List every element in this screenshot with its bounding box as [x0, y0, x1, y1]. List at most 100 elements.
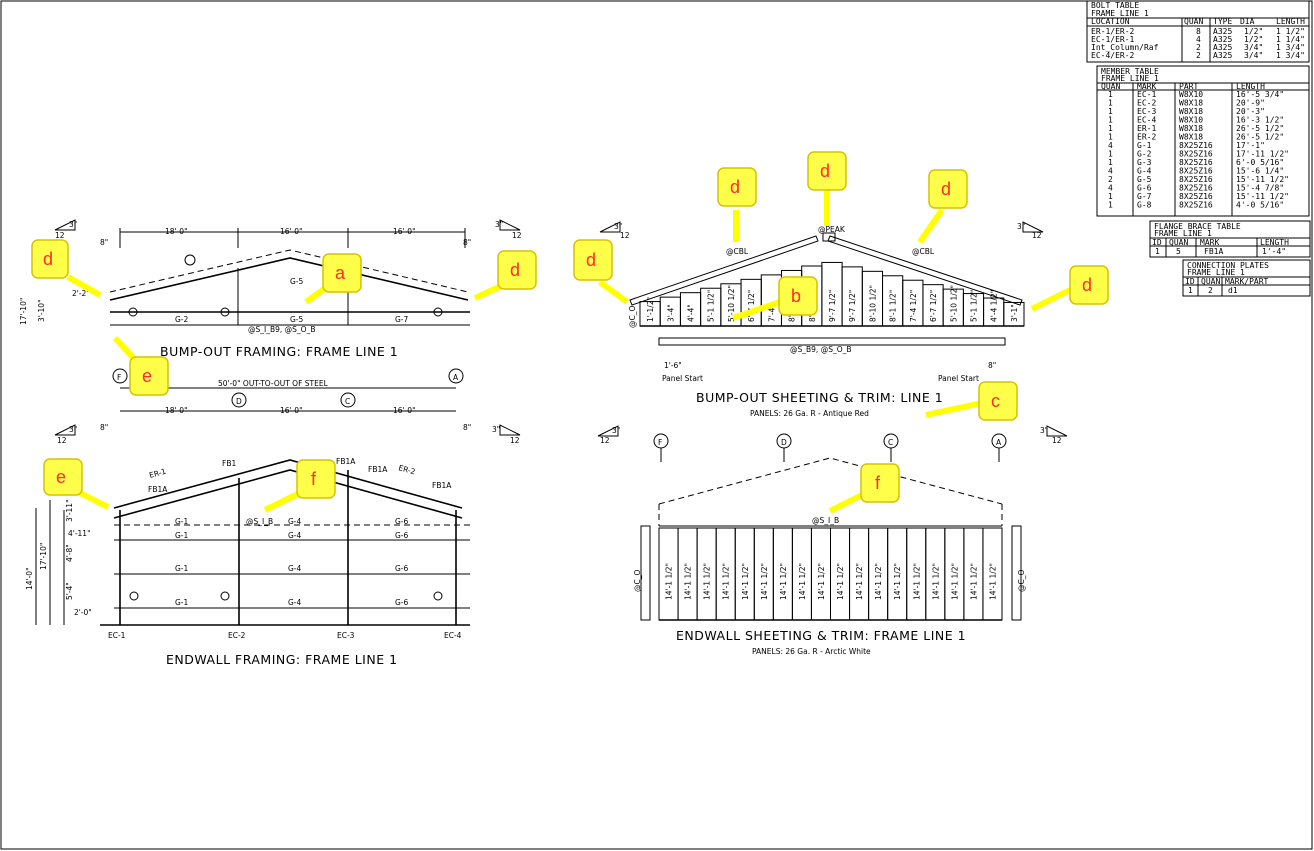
sheeting-panels: 14'-1 1/2" 14'-1 1/2" 14'-1 1/2" 14'-1 1/2"…	[658, 527, 1003, 621]
callout-label: a	[335, 263, 346, 283]
pitch-run: 12	[55, 231, 65, 240]
plates-table-title: CONNECTION PLATES	[1187, 261, 1269, 270]
member-table-subtitle: FRAME LINE 1	[1101, 74, 1159, 83]
member-cell: EC-2	[1137, 99, 1156, 108]
trim-label: @CBL	[726, 247, 749, 256]
callout-label: f	[311, 469, 317, 489]
trim-label: @CBL	[912, 247, 935, 256]
callout-b: b	[778, 276, 818, 316]
pitch-run-right: 12	[512, 231, 522, 240]
panel-length-label: 14'-1 1/2"	[969, 563, 978, 600]
flange-brace-table: FLANGE BRACE TABLE FRAME LINE 1 ID QUAN …	[1149, 220, 1311, 258]
member-cell: 15'-4 7/8"	[1236, 184, 1284, 193]
panel-length-label: 14'-1 1/2"	[722, 563, 731, 600]
member-cell: 1	[1108, 90, 1113, 99]
girt-label: G-4	[288, 531, 302, 540]
drawing-title: ENDWALL SHEETING & TRIM: FRAME LINE 1	[676, 628, 966, 643]
member-cell: 8X25Z16	[1179, 192, 1213, 201]
member-cell: W8X18	[1179, 124, 1203, 133]
vertical-dim: 17'-10"	[39, 543, 48, 570]
panel-length-label: 9'-7 1/2"	[828, 290, 837, 322]
callout-label: d	[1082, 275, 1092, 295]
member-cell: 1	[1108, 116, 1113, 125]
pitch-rise: 3"	[69, 425, 77, 434]
panel-length-label: 7'-4 1/2"	[909, 290, 918, 322]
panel-length-label: 5'-10 1/2"	[727, 285, 736, 322]
grid-label: F	[117, 373, 121, 382]
callout-f: f	[860, 463, 900, 503]
panel-length-label: 7'-4"	[767, 304, 776, 322]
panel-length-label: 14'-1 1/2"	[741, 563, 750, 600]
girt-label: G-1	[175, 564, 189, 573]
callout-d: d	[807, 151, 847, 191]
rake-trim-right	[827, 235, 1023, 306]
bolt-cell: 1 1/2"	[1276, 27, 1305, 36]
member-cell: G-7	[1137, 192, 1152, 201]
member-cell: 8X25Z16	[1179, 150, 1213, 159]
member-cell: 8X25Z16	[1179, 167, 1213, 176]
girt-label: G-1	[175, 531, 189, 540]
callout-label: d	[730, 177, 740, 197]
member-cell: 4	[1108, 167, 1113, 176]
gable-outline	[658, 457, 1003, 505]
pitch-symbol-left	[54, 219, 76, 231]
connection-plates-table: CONNECTION PLATES FRAME LINE 1 ID QUAN M…	[1182, 259, 1311, 297]
member-cell: 17'-11 1/2"	[1236, 150, 1289, 159]
bolt-cell: A325	[1213, 27, 1232, 36]
grid-label: A	[453, 373, 459, 382]
callout-label: d	[941, 179, 951, 199]
member-cell: EC-3	[1137, 107, 1156, 116]
panel-length-label: 4'-4"	[687, 304, 696, 322]
flange-col-mark: MARK	[1200, 238, 1219, 247]
plates-col-mark: MARK/PART	[1225, 277, 1269, 286]
bolt-cell: A325	[1213, 35, 1232, 44]
callout-label: e	[56, 467, 66, 487]
girt-label: G-6	[395, 598, 409, 607]
flange-cell: 5	[1176, 247, 1181, 256]
vertical-dim: 3'-10"	[37, 299, 46, 322]
panel-spec: PANELS: 26 Ga. R - Arctic White	[752, 647, 871, 656]
brace-mark: FB1A	[368, 465, 388, 474]
member-cell: 26'-5 1/2"	[1236, 124, 1284, 133]
grid-bubble	[231, 392, 247, 408]
girt-label: G-5	[290, 277, 304, 286]
callout-d: d	[497, 250, 537, 290]
panel-length-label: 5'-1 1/2"	[707, 290, 716, 322]
rake-trim-left	[629, 235, 819, 306]
bolt-cell: 1 3/4"	[1276, 43, 1305, 52]
callout-a: a	[322, 253, 362, 293]
pitch-run: 12	[600, 436, 610, 445]
bumpout-framing-drawing: 3" 12 3" 12 18'-0" 16'-0" 16'-0" 8" 8" G…	[19, 219, 522, 359]
grid-label: A	[996, 438, 1002, 447]
member-cell: G-1	[1137, 141, 1152, 150]
pitch-rise-right: 3"	[1017, 222, 1025, 231]
sheeting-note: @S_I_B9, @S_O_B	[248, 325, 315, 334]
bolt-cell: EC-1/ER-1	[1091, 35, 1135, 44]
panel-length-label: 4'-4 1/2"	[990, 290, 999, 322]
panel-length-label: 14'-1 1/2"	[855, 563, 864, 600]
drawing-title: BUMP-OUT FRAMING: FRAME LINE 1	[160, 344, 398, 359]
flange-cell: 1'-4"	[1262, 247, 1286, 256]
girt-label: G-1	[175, 517, 189, 526]
member-cell: 1	[1108, 124, 1113, 133]
grid-label: D	[781, 438, 787, 447]
dim-label: 8"	[463, 238, 471, 247]
grid-label: C	[888, 438, 893, 447]
panel-length-label: 14'-1 1/2"	[931, 563, 940, 600]
endwall-framing-drawing: F A D C 50'-0" OUT-TO-OUT OF STEEL 18'-0…	[25, 368, 521, 667]
pitch-rise: 3"	[612, 426, 620, 435]
dim-label: 8"	[988, 361, 996, 370]
plates-table-subtitle: FRAME LINE 1	[1187, 268, 1245, 277]
pitch-rise-right: 3"	[495, 220, 503, 229]
panel-length-label: 14'-1 1/2"	[874, 563, 883, 600]
bolt-cell: Int_Column/Raf	[1091, 43, 1159, 52]
dim-label: 8"	[100, 238, 108, 247]
panel-length-label: 5'-10 1/2"	[949, 285, 958, 322]
bolt-table-title: BOLT TABLE	[1091, 1, 1139, 10]
column-mark: EC-4	[444, 631, 462, 640]
bolt-cell: A325	[1213, 51, 1232, 60]
bolt-cell: 1/2"	[1244, 27, 1263, 36]
member-cell: G-4	[1137, 167, 1152, 176]
trim-label: @C_O	[1017, 570, 1026, 592]
pitch-run-right: 12	[1052, 436, 1062, 445]
